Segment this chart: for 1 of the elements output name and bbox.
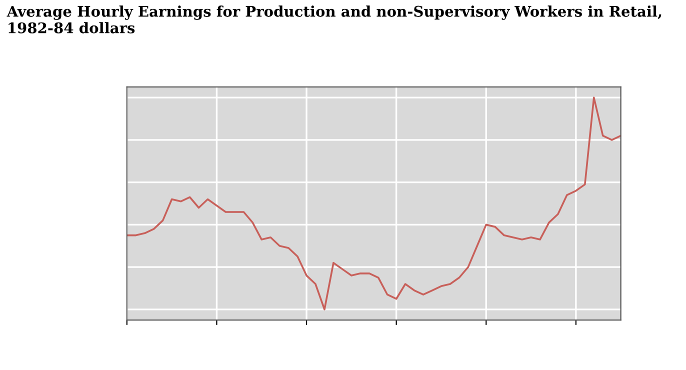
chart-title: Average Hourly Earnings for Production and non-Supervisory Workers in Retail, 1982-84 dollars — [6, 6, 662, 34]
